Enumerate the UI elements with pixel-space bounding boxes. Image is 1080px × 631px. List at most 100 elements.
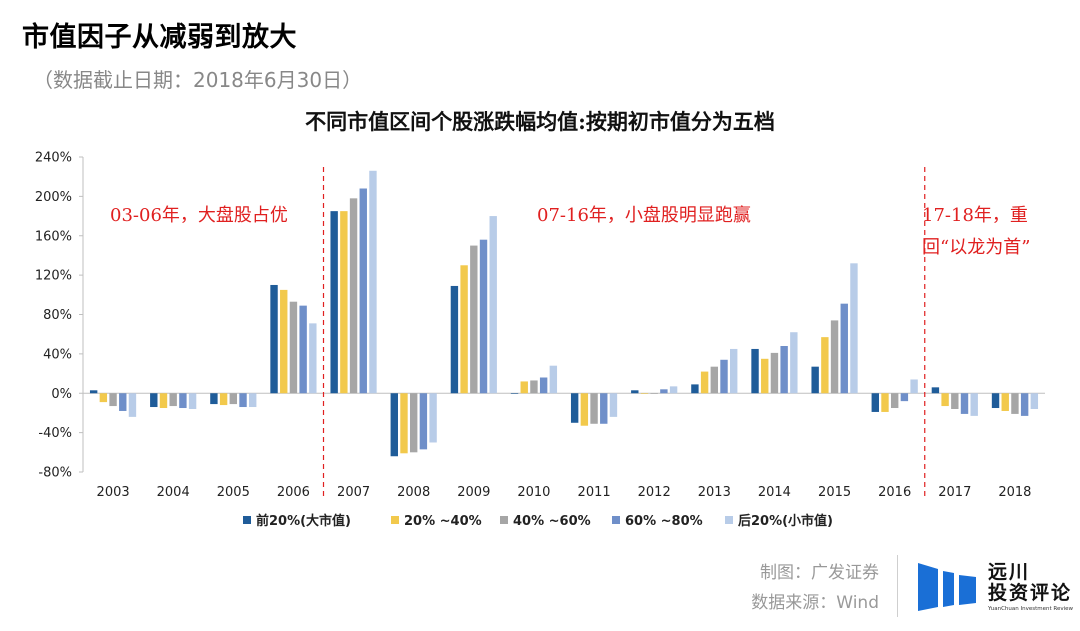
bar-2003-series-2: [99, 393, 108, 403]
x-tick-label: 2012: [638, 485, 671, 500]
bar-2013-series-1: [691, 384, 699, 394]
legend-swatch: [391, 516, 399, 524]
y-tick-label: -80%: [38, 466, 72, 481]
chart-title: 不同市值区间个股涨跌幅均值:按期初市值分为五档: [305, 109, 775, 134]
x-tick-label: 2004: [157, 485, 190, 500]
bar-2016-series-5: [910, 379, 918, 394]
brand-logo-icon: [918, 563, 976, 611]
bar-2009-series-1: [450, 285, 459, 394]
annotation-2017-2018-line2: 回“以龙为首”: [922, 237, 1030, 258]
bar-2005-series-1: [210, 393, 218, 405]
y-tick-label: 40%: [43, 347, 72, 362]
x-tick-label: 2003: [97, 485, 130, 500]
bar-2011-series-4: [600, 393, 608, 424]
bar-2017-series-3: [951, 393, 959, 409]
bar-2013-series-5: [730, 348, 738, 394]
bar-2014-series-1: [751, 348, 759, 394]
bar-2017-series-5: [970, 393, 978, 416]
bar-2009-series-2: [460, 265, 468, 394]
legend-swatch: [243, 516, 251, 524]
bar-2014-series-2: [761, 358, 769, 394]
bar-2012-series-3: [650, 393, 658, 394]
bar-2006-series-5: [309, 323, 317, 394]
bar-2010-series-1: [510, 393, 519, 394]
y-axis: -80% -40% 0% 40% 80% 120% 160% 200% 240%: [35, 151, 1045, 481]
bar-2009-series-3: [470, 245, 478, 394]
brand-tagline: YuanChuan Investment Review: [988, 606, 1074, 612]
x-tick-label: 2005: [217, 485, 250, 500]
bar-2012-series-5: [669, 386, 678, 394]
annotation-2017-2018-line1: 17-18年，重: [922, 205, 1028, 226]
legend-label: 前20%(大市值): [256, 513, 351, 529]
bar-2003-series-1: [89, 390, 98, 394]
bar-2018-series-4: [1020, 393, 1029, 416]
bar-2007-series-4: [359, 188, 367, 394]
bar-2017-series-4: [960, 393, 969, 414]
bar-2012-series-4: [660, 389, 668, 394]
brand-name-line2: 投资评论: [988, 582, 1073, 604]
chart-maker: 制图：广发证券: [760, 563, 879, 583]
bar-2013-series-4: [720, 359, 728, 394]
bar-2016-series-1: [871, 393, 879, 412]
x-tick-label: 2014: [758, 485, 791, 500]
y-tick-label: 160%: [35, 229, 72, 244]
legend: 前20%(大市值) 20% ~40% 40% ~60% 60% ~80% 后20%(小市…: [243, 513, 833, 529]
bar-2016-series-3: [890, 393, 899, 409]
bar-2006-series-1: [270, 284, 278, 394]
x-tick-label: 2017: [938, 485, 971, 500]
bar-2009-series-4: [479, 239, 488, 394]
bar-2006-series-4: [299, 305, 307, 394]
bar-2018-series-3: [1011, 393, 1019, 414]
bar-2004-series-3: [169, 393, 177, 407]
x-tick-label: 2016: [878, 485, 911, 500]
bar-2018-series-2: [1001, 393, 1009, 411]
bar-2005-series-2: [219, 393, 228, 406]
annotation-2007-2016: 07-16年，小盘股明显跑赢: [537, 204, 751, 226]
legend-swatch: [500, 516, 508, 524]
annotation-2003-2006: 03-06年，大盘股占优: [110, 205, 288, 226]
bar-2003-series-5: [128, 393, 137, 417]
period-annotations: 03-06年，大盘股占优 07-16年，小盘股明显跑赢 17-18年，重 回“以…: [110, 204, 1030, 258]
bar-2004-series-2: [159, 393, 168, 409]
bar-2007-series-3: [349, 198, 358, 394]
bar-2011-series-5: [609, 393, 618, 417]
bar-2007-series-1: [330, 211, 338, 394]
bar-2015-series-2: [821, 337, 829, 394]
brand-divider: [897, 555, 898, 617]
bar-2006-series-2: [280, 289, 288, 394]
bar-2005-series-5: [249, 393, 257, 408]
bar-2010-series-4: [539, 377, 548, 394]
bar-2017-series-2: [941, 393, 949, 407]
bar-2013-series-2: [700, 371, 709, 394]
bar-2004-series-1: [150, 393, 158, 408]
bar-2014-series-3: [770, 352, 779, 394]
date-note: （数据截止日期：2018年6月30日）: [33, 68, 363, 92]
bar-2008-series-3: [409, 393, 418, 453]
data-source: 数据来源：Wind: [751, 593, 879, 613]
bar-2016-series-2: [881, 393, 889, 412]
x-tick-label: 2011: [578, 485, 611, 500]
credits: 制图：广发证券 数据来源：Wind: [751, 558, 879, 618]
bar-2003-series-4: [119, 393, 127, 411]
bar-2004-series-4: [179, 393, 187, 409]
bar-2008-series-5: [429, 393, 437, 443]
bar-2016-series-4: [900, 393, 909, 402]
bar-2011-series-1: [570, 393, 579, 423]
bar-2010-series-2: [520, 381, 528, 394]
legend-label: 60% ~80%: [625, 514, 703, 529]
bar-2014-series-5: [790, 332, 798, 394]
x-tick-label: 2008: [397, 485, 430, 500]
bar-2005-series-3: [229, 393, 238, 405]
bar-2017-series-1: [931, 387, 940, 394]
bar-2013-series-3: [710, 366, 719, 394]
y-tick-label: 80%: [43, 308, 72, 323]
x-axis: 2003 2004 2005 2006 2007 2008 2009 2010 2011 2012…: [97, 485, 1032, 500]
bar-2018-series-1: [991, 393, 1000, 409]
bar-2014-series-4: [780, 346, 788, 394]
bar-2008-series-1: [390, 393, 398, 457]
bar-series: [89, 170, 1039, 457]
y-tick-label: 240%: [35, 151, 72, 166]
brand-name: 远川 投资评论: [988, 562, 1072, 604]
bar-2011-series-3: [590, 393, 598, 424]
bar-2015-series-5: [850, 263, 858, 394]
